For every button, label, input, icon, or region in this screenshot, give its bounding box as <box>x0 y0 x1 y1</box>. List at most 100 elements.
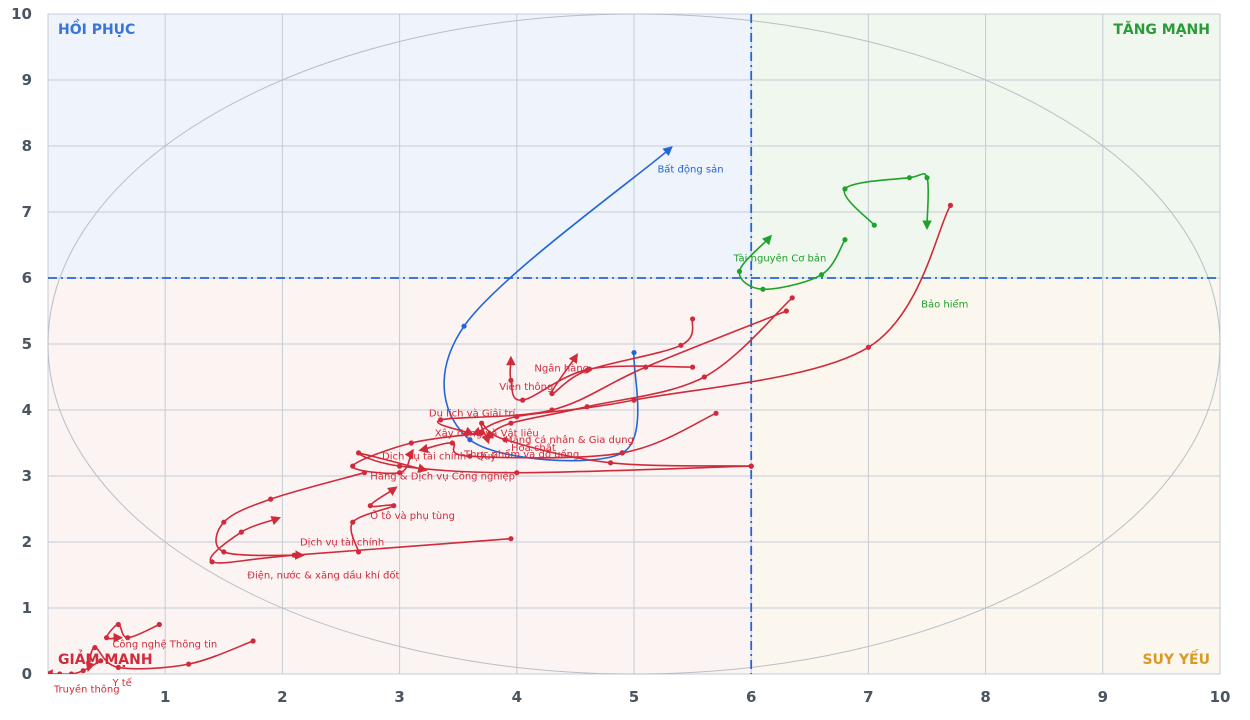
data-point <box>57 671 63 674</box>
reference-ellipse <box>47 13 1221 675</box>
y-tick-label: 0 <box>22 665 32 683</box>
data-point <box>92 645 98 651</box>
series-cong-nghe-thong-tin <box>104 621 162 643</box>
x-tick-label: 8 <box>980 688 990 706</box>
series-label: Công nghệ Thông tin <box>112 639 217 651</box>
series-label: Hàng & Dịch vụ Công nghiệp <box>370 470 515 482</box>
quadrant-label-bottom-left: GIẢM MẠNH <box>58 649 153 668</box>
data-point <box>818 272 825 278</box>
data-point <box>449 440 455 446</box>
data-point <box>508 377 514 383</box>
data-point <box>947 202 954 208</box>
y-tick-label: 1 <box>22 599 32 617</box>
data-point <box>408 440 414 446</box>
x-tick-label: 6 <box>746 688 756 706</box>
series-label: Thực phẩm và đồ uống <box>463 448 579 461</box>
series-labels: Bất động sản Bảo hiểm Tài nguyên Cơ bản Ngâ… <box>53 163 969 695</box>
data-point <box>209 559 215 565</box>
series-label: Bảo hiểm <box>921 298 968 311</box>
x-tick-label: 10 <box>1210 688 1231 706</box>
series-y-te <box>85 638 256 673</box>
series-o-to-va-phu-tung <box>350 486 398 555</box>
data-point <box>631 349 637 356</box>
trajectory-line <box>418 412 717 459</box>
data-point <box>924 175 930 181</box>
data-point <box>479 420 485 426</box>
data-point <box>789 295 795 301</box>
data-point <box>98 658 104 664</box>
data-point <box>221 549 227 555</box>
data-point <box>438 417 444 423</box>
series-label: Dịch vụ tài chính <box>300 536 384 548</box>
quadrant-label-top-left: HỒI PHỤC <box>58 19 135 38</box>
series-label: Truyền thông <box>53 683 120 695</box>
data-point <box>748 463 754 469</box>
data-point <box>514 470 520 476</box>
data-point <box>690 364 696 370</box>
data-point <box>842 237 848 243</box>
series-layer <box>48 146 954 674</box>
data-point <box>690 316 696 322</box>
data-point <box>80 668 86 674</box>
quadrant-labels: HỒI PHỤC TĂNG MẠNH GIẢM MẠNH SUY YẾU <box>58 19 1210 668</box>
data-point <box>760 286 766 292</box>
quadrant-label-top-right: TĂNG MẠNH <box>1113 20 1210 38</box>
series-bao-hiem <box>842 172 932 230</box>
threshold-lines <box>48 14 1220 674</box>
data-point <box>619 450 625 456</box>
data-point <box>115 621 121 628</box>
y-tick-label: 10 <box>11 5 32 23</box>
data-point <box>68 671 75 674</box>
data-point <box>268 496 274 502</box>
series-dich-vu-tai-chinh-quy <box>350 430 485 476</box>
data-point <box>842 186 848 192</box>
y-tick-label: 5 <box>22 335 32 353</box>
data-point <box>115 664 121 671</box>
y-tick-label: 2 <box>22 533 32 551</box>
series-label: Xây dựng và Vật liệu <box>435 427 539 439</box>
series-du-lich-va-giai-tri <box>436 308 789 436</box>
y-tick-label: 6 <box>22 269 32 287</box>
y-tick-label: 7 <box>22 203 32 221</box>
series-label: Dịch vụ tài chính - Quỹ <box>382 451 496 463</box>
data-point <box>549 390 555 397</box>
data-point <box>238 529 244 535</box>
series-label: Tài nguyên Cơ bản <box>733 253 827 265</box>
series-tai-nguyen-co-ban <box>736 234 848 292</box>
data-point <box>391 503 397 509</box>
quadrant-label-bottom-right: SUY YẾU <box>1142 649 1210 668</box>
series-thuc-pham-va-do-uong <box>418 410 719 459</box>
series-label: Hoá chất <box>511 442 556 454</box>
x-tick-label: 7 <box>863 688 873 706</box>
data-point <box>508 536 514 542</box>
data-point <box>586 366 593 372</box>
data-point <box>643 364 649 370</box>
data-point <box>479 430 485 436</box>
data-point <box>186 661 192 667</box>
data-point <box>104 635 110 641</box>
data-point <box>783 308 789 314</box>
series-label: Y tế <box>111 677 132 689</box>
series-label: Ô tô và phụ tùng <box>370 509 455 522</box>
x-tick-label: 9 <box>1098 688 1108 706</box>
data-point <box>350 519 356 525</box>
series-label: Viễn thông <box>499 380 553 393</box>
data-point <box>250 638 256 644</box>
data-point <box>871 222 877 228</box>
x-tick-label: 1 <box>160 688 170 706</box>
trajectory-line <box>209 516 512 564</box>
data-point <box>361 470 368 476</box>
series-dien-nuoc-xang-dau-khi-dot <box>215 470 368 560</box>
data-point <box>906 175 913 181</box>
data-point <box>713 410 719 416</box>
data-point <box>355 549 362 555</box>
data-point <box>865 344 872 350</box>
data-point <box>502 437 508 443</box>
y-tick-label: 8 <box>22 137 32 155</box>
data-point <box>467 453 473 459</box>
data-point <box>467 437 473 443</box>
data-point <box>678 342 684 348</box>
data-point <box>701 374 707 380</box>
data-point <box>508 420 514 426</box>
